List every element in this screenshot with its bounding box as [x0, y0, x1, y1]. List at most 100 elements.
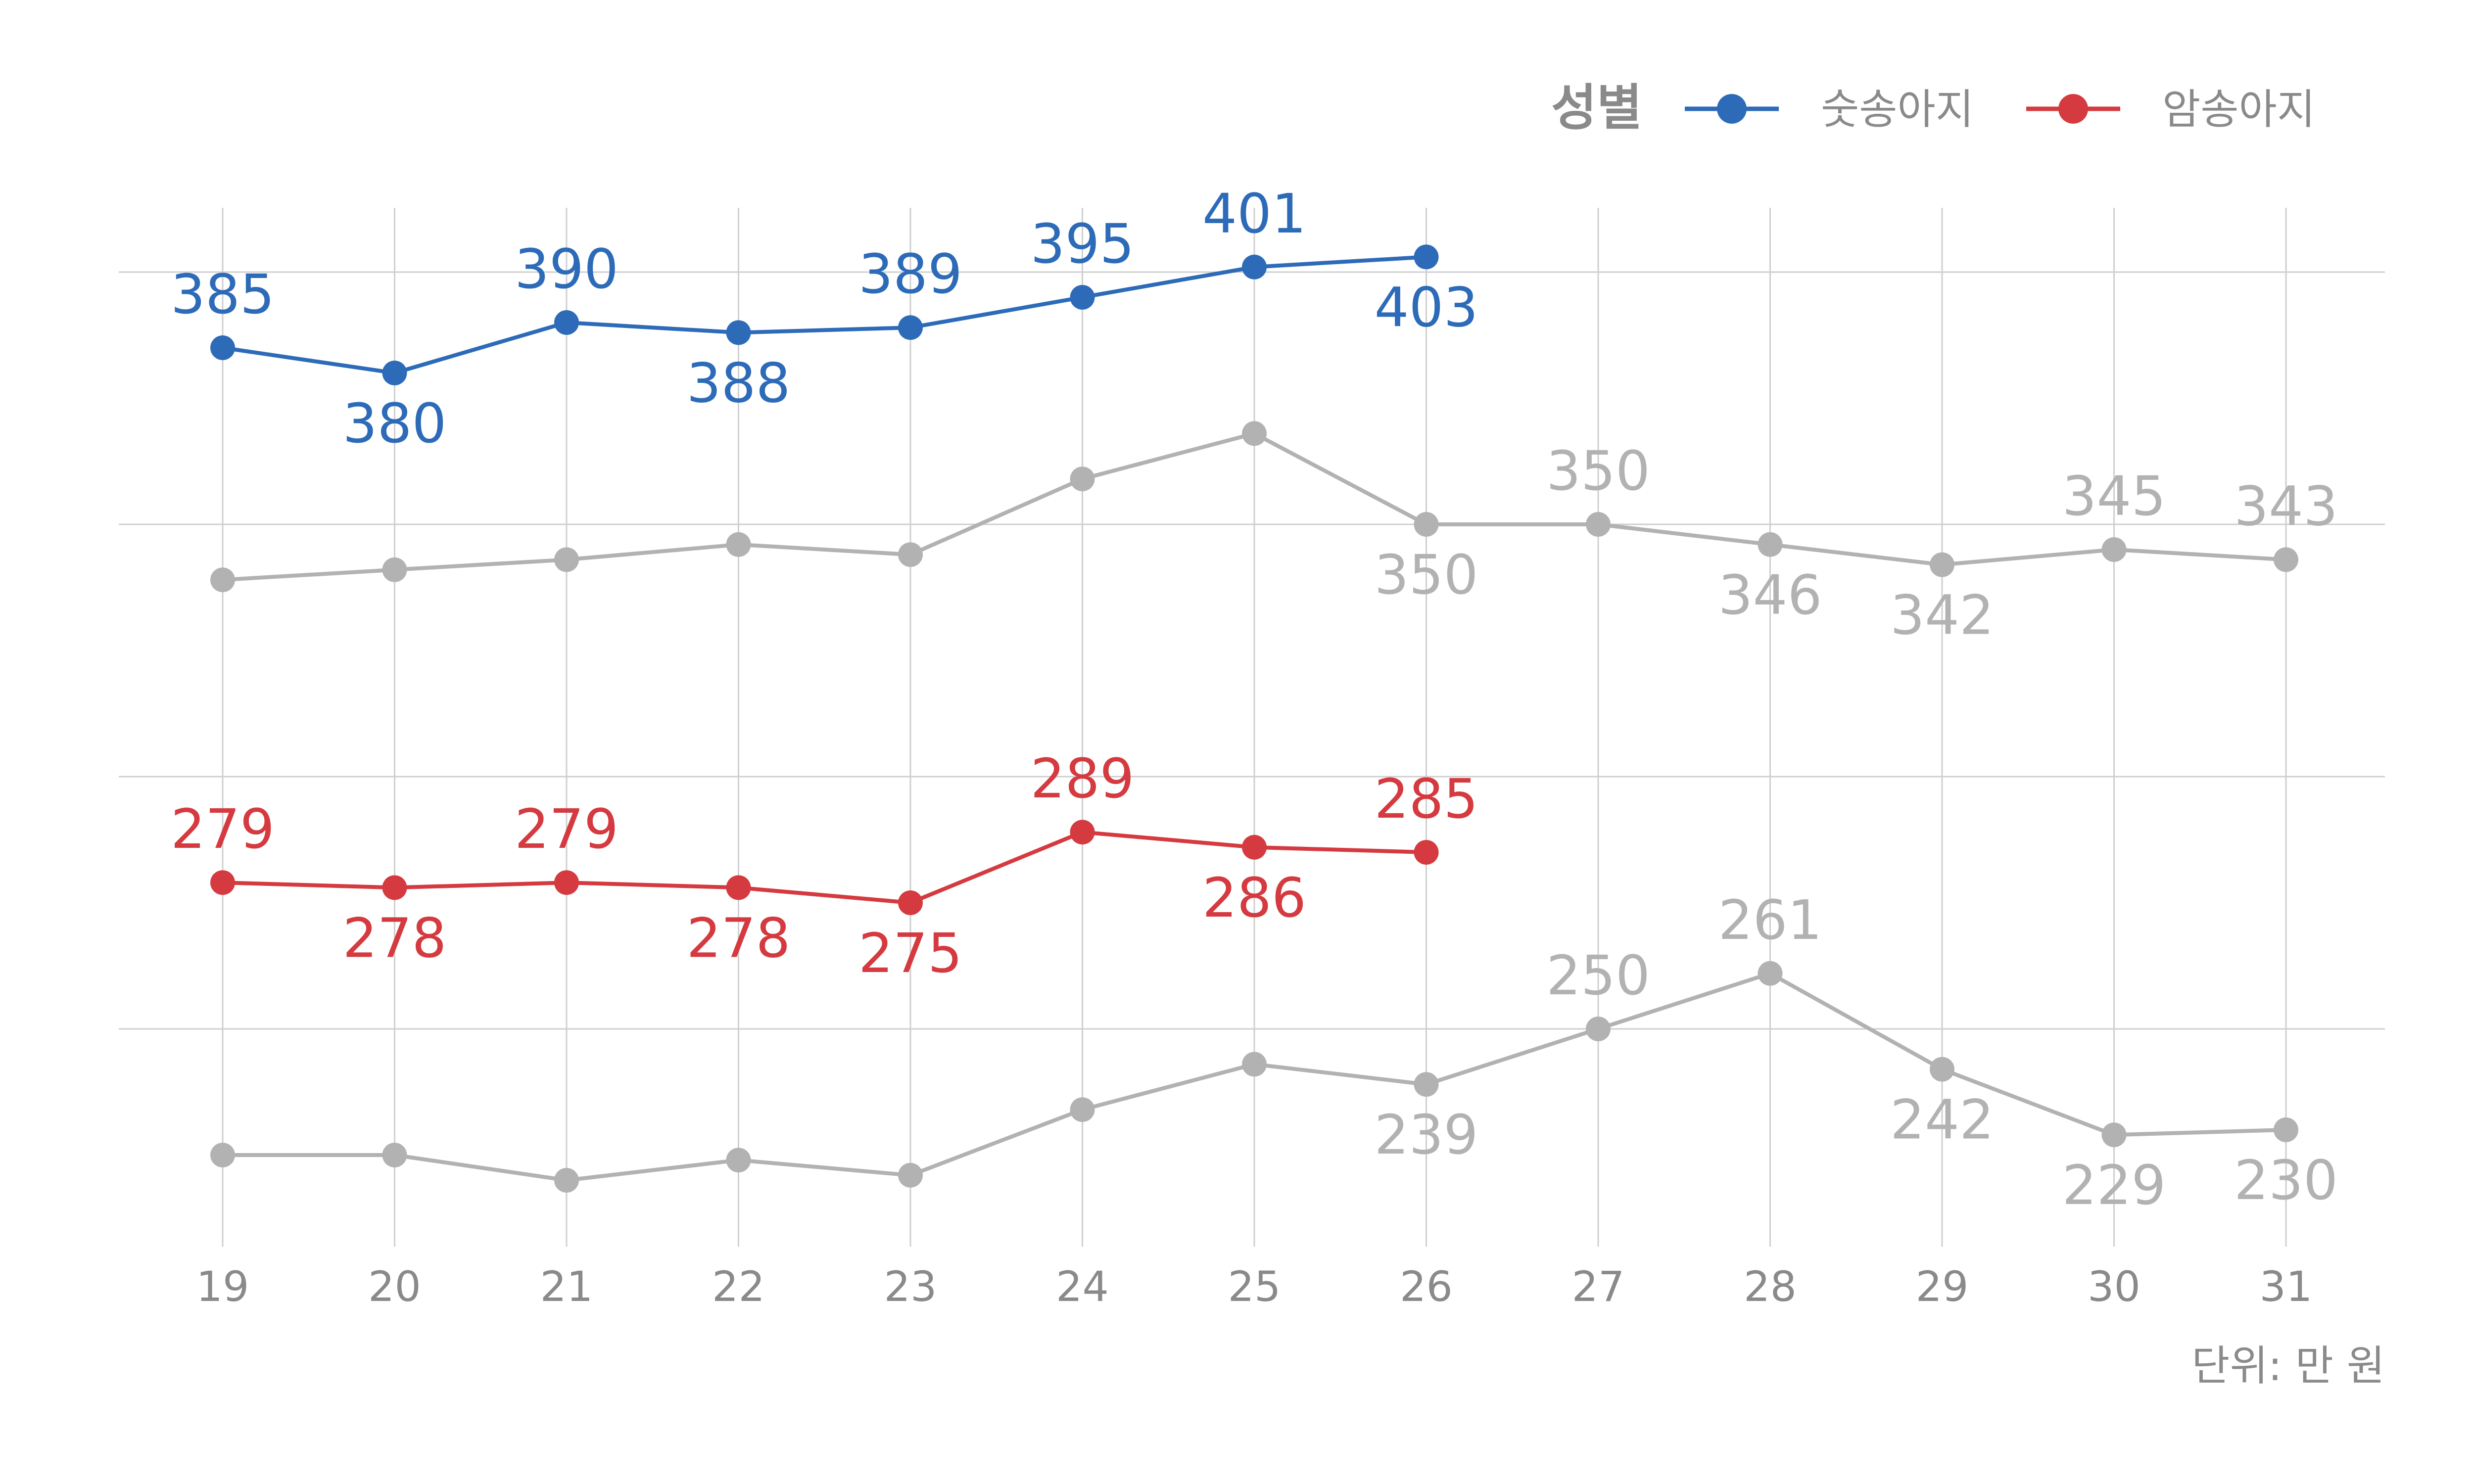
data-label: 388: [687, 351, 791, 415]
data-label: 230: [2234, 1149, 2338, 1212]
data-point: [898, 890, 923, 915]
data-point: [898, 1162, 923, 1188]
data-point: [382, 875, 407, 900]
data-label: 346: [1718, 563, 1822, 627]
x-tick-label: 28: [1744, 1262, 1797, 1311]
data-point: [726, 532, 751, 557]
series-line-2: [222, 830, 1427, 905]
x-tick-label: 26: [1400, 1262, 1453, 1311]
data-label: 286: [1202, 866, 1306, 929]
data-label: 342: [1890, 584, 1994, 647]
data-label: 401: [1202, 182, 1306, 245]
data-label: 239: [1375, 1103, 1478, 1166]
series-2: 279 278 279 278 275 289 286 285: [171, 747, 1478, 985]
series-line-0: [222, 255, 1427, 375]
data-label: 343: [2234, 474, 2338, 538]
data-point: [726, 320, 751, 345]
data-label: 285: [1375, 767, 1478, 831]
series-3: 239 250 261 242 229 230: [210, 888, 2338, 1217]
data-point: [382, 557, 407, 582]
data-point: [1242, 1052, 1267, 1077]
x-axis-ticks: 19 20 21 22 23 24 25 26 27 28 29 30 31: [196, 1262, 2313, 1311]
data-point: [2101, 537, 2127, 562]
legend-marker-male: [1717, 94, 1747, 124]
legend-title: 성별: [1551, 79, 1642, 137]
data-point: [1930, 552, 1954, 577]
data-point: [898, 315, 923, 340]
data-point: [210, 1143, 235, 1167]
data-point: [210, 567, 235, 593]
data-label: 289: [1031, 747, 1135, 810]
series-0: 385 380 390 388 389 395 401 403: [171, 182, 1478, 455]
data-point: [554, 870, 579, 895]
data-point: [1586, 1017, 1611, 1041]
data-point: [1070, 466, 1095, 492]
x-tick-label: 31: [2260, 1262, 2313, 1311]
data-label: 278: [687, 906, 791, 970]
data-point: [554, 547, 579, 572]
data-point: [1414, 1072, 1439, 1097]
data-label: 345: [2062, 464, 2166, 528]
series-1: 350 350 346 342 345 343: [210, 421, 2338, 647]
data-label: 279: [515, 797, 618, 861]
x-tick-label: 20: [368, 1262, 421, 1311]
x-tick-label: 21: [540, 1262, 593, 1311]
x-tick-label: 30: [2088, 1262, 2141, 1311]
data-label: 385: [171, 263, 275, 326]
data-point: [1070, 285, 1095, 310]
data-point: [1414, 244, 1439, 270]
data-point: [898, 542, 923, 567]
data-point: [1242, 254, 1267, 279]
data-point: [1242, 835, 1267, 860]
x-tick-label: 22: [712, 1262, 765, 1311]
data-label: 242: [1890, 1088, 1994, 1152]
legend: 성별 숫송아지 암송아지: [1551, 79, 2315, 137]
data-label: 390: [515, 237, 618, 301]
data-label: 275: [858, 922, 962, 985]
data-point: [382, 1143, 407, 1167]
data-label: 350: [1375, 543, 1478, 606]
legend-label-male: 숫송아지: [1821, 85, 1974, 134]
data-point: [1586, 512, 1611, 537]
data-label: 380: [343, 392, 447, 455]
data-label: 261: [1718, 888, 1822, 952]
legend-label-female: 암송아지: [2162, 85, 2315, 134]
data-label: 395: [1031, 212, 1135, 276]
data-point: [726, 875, 751, 900]
data-point: [1414, 840, 1439, 865]
x-tick-label: 29: [1916, 1262, 1969, 1311]
data-label: 279: [171, 797, 275, 861]
data-point: [1930, 1057, 1954, 1082]
data-point: [1070, 1097, 1095, 1122]
data-point: [1758, 961, 1783, 986]
legend-marker-female: [2058, 94, 2088, 124]
data-point: [210, 335, 235, 360]
grid-lines: [119, 208, 2385, 1247]
data-point: [382, 361, 407, 385]
data-point: [210, 870, 235, 895]
data-label: 250: [1546, 944, 1650, 1007]
data-label: 229: [2062, 1154, 2166, 1217]
data-point: [554, 1168, 579, 1193]
data-point: [2101, 1122, 2127, 1148]
data-point: [554, 310, 579, 335]
x-tick-label: 27: [1572, 1262, 1625, 1311]
data-point: [1414, 512, 1439, 537]
data-label: 389: [858, 242, 962, 306]
unit-note: 단위: 만 원: [2191, 1342, 2385, 1390]
data-point: [2274, 547, 2298, 572]
x-tick-label: 24: [1056, 1262, 1109, 1311]
data-point: [1758, 532, 1783, 557]
data-label: 278: [343, 906, 447, 970]
data-point: [1070, 820, 1095, 845]
data-point: [2274, 1117, 2298, 1142]
x-tick-label: 25: [1228, 1262, 1281, 1311]
x-tick-label: 19: [196, 1262, 249, 1311]
data-point: [726, 1148, 751, 1173]
data-label: 350: [1546, 439, 1650, 503]
x-tick-label: 23: [884, 1262, 937, 1311]
data-label: 403: [1375, 276, 1478, 339]
data-point: [1242, 421, 1267, 446]
